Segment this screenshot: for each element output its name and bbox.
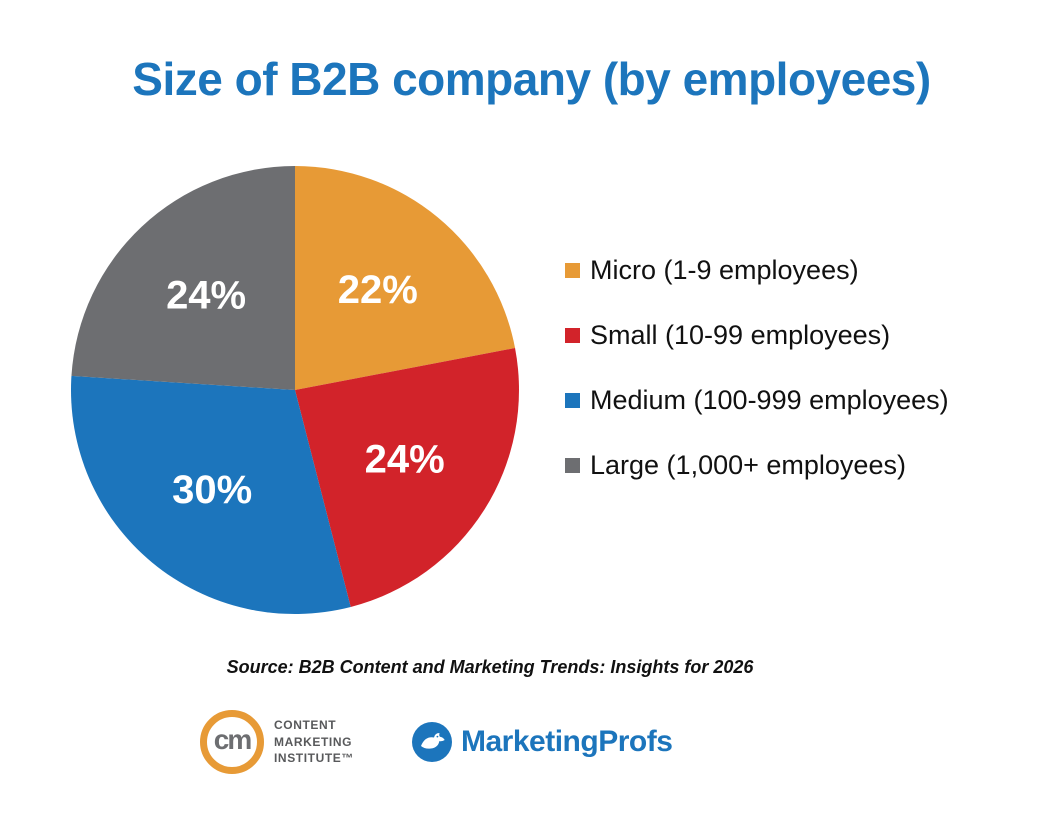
- pie-chart-container: 22% 24% 30% 24%: [70, 165, 520, 615]
- cmi-logo-line-1: CONTENT: [274, 717, 337, 732]
- pie-slice-2: [70, 375, 351, 614]
- cmi-logo-text: CONTENT MARKETING INSTITUTE™: [274, 717, 354, 767]
- legend-item-0: Micro (1-9 employees): [565, 252, 949, 288]
- cmi-logo-line-3: INSTITUTE™: [274, 751, 354, 766]
- legend: Micro (1-9 employees) Small (10-99 employ…: [565, 252, 949, 483]
- cmi-monogram-text: cm: [213, 724, 252, 755]
- footer-logos: cm CONTENT MARKETING INSTITUTE™ Marketin…: [200, 710, 673, 774]
- marketingprofs-logo-text: MarketingProfs: [461, 725, 673, 758]
- slice-data-label-1: 24%: [365, 438, 445, 482]
- slice-data-label-3: 24%: [166, 273, 246, 317]
- pie-slice-1: [295, 348, 519, 607]
- pie-slice-0: [295, 166, 516, 390]
- legend-swatch-icon: [565, 262, 580, 278]
- pie-chart: 22% 24% 30% 24%: [70, 166, 519, 614]
- legend-swatch-icon: [565, 457, 580, 473]
- pie-slice-3: [71, 166, 295, 390]
- legend-label: Medium (100-999 employees): [590, 384, 949, 415]
- legend-item-3: Large (1,000+ employees): [565, 447, 949, 483]
- legend-item-1: Small (10-99 employees): [565, 317, 949, 353]
- legend-item-2: Medium (100-999 employees): [565, 382, 949, 418]
- legend-label: Small (10-99 employees): [590, 319, 891, 350]
- slice-data-label-0: 22%: [338, 268, 418, 312]
- cmi-logo-line-2: MARKETING: [274, 734, 353, 749]
- cmi-logo: cm CONTENT MARKETING INSTITUTE™: [200, 710, 354, 774]
- cmi-monogram-icon: cm: [200, 710, 264, 774]
- legend-label: Micro (1-9 employees): [590, 254, 859, 285]
- legend-label: Large (1,000+ employees): [590, 449, 906, 480]
- legend-swatch-icon: [565, 392, 580, 408]
- bird-icon: [412, 722, 452, 762]
- legend-swatch-icon: [565, 327, 580, 343]
- slice-data-label-2: 30%: [172, 468, 252, 512]
- page-title: Size of B2B company (by employees): [132, 53, 931, 105]
- source-note: Source: B2B Content and Marketing Trends…: [226, 657, 754, 677]
- marketingprofs-logo: MarketingProfs: [412, 722, 673, 762]
